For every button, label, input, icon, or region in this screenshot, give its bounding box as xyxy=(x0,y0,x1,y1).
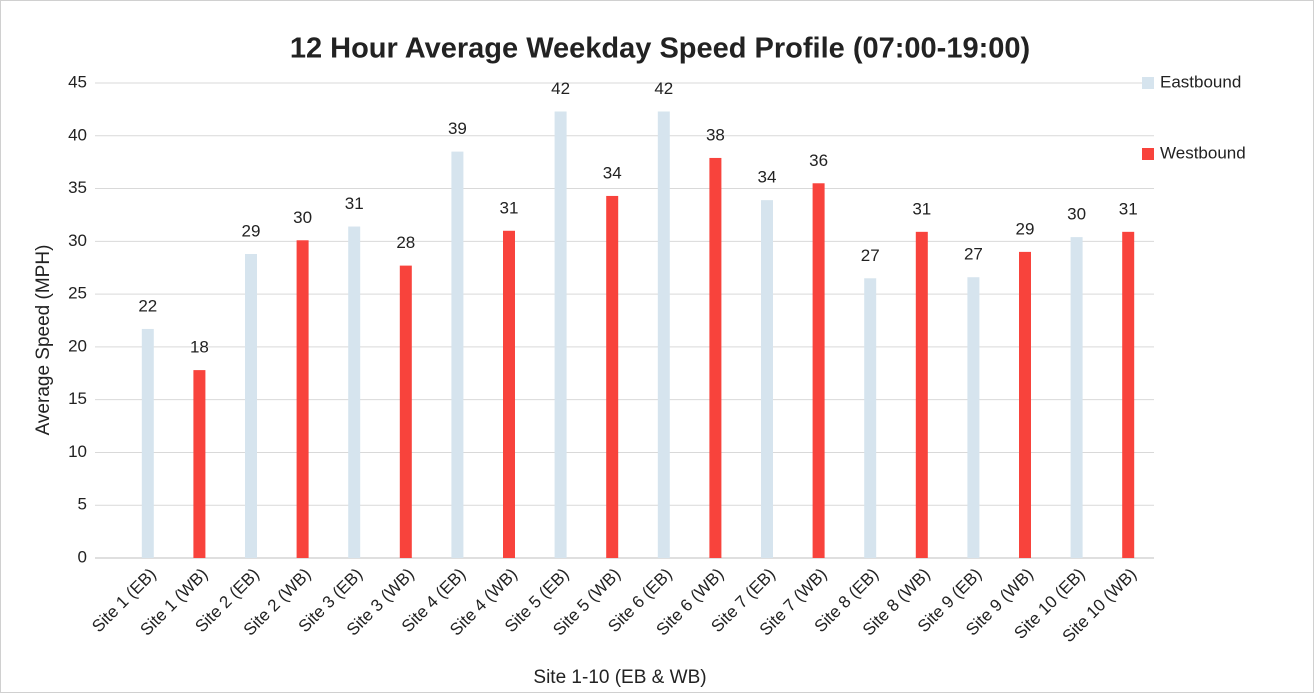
bar xyxy=(193,370,206,558)
data-label: 28 xyxy=(396,233,415,252)
legend-swatch xyxy=(1142,77,1154,89)
y-tick-label: 45 xyxy=(68,72,87,91)
data-label: 34 xyxy=(603,163,622,182)
bar xyxy=(348,226,361,559)
bar xyxy=(864,278,877,558)
bar xyxy=(812,183,825,558)
data-label: 31 xyxy=(912,199,931,218)
bar xyxy=(1070,237,1083,558)
bar xyxy=(399,265,412,558)
y-tick-label: 5 xyxy=(78,495,87,514)
data-label: 18 xyxy=(190,338,209,357)
data-label: 31 xyxy=(500,198,519,217)
bar xyxy=(915,231,928,559)
y-tick-label: 35 xyxy=(68,178,87,197)
data-label: 22 xyxy=(138,296,157,315)
bar xyxy=(657,111,670,558)
bar xyxy=(245,254,257,558)
data-label: 39 xyxy=(448,119,467,138)
y-tick-label: 15 xyxy=(68,389,87,408)
bar xyxy=(141,328,154,558)
legend-label: Westbound xyxy=(1160,143,1246,162)
bar xyxy=(554,111,567,558)
bar xyxy=(761,200,773,558)
data-label: 42 xyxy=(654,79,673,98)
legend-label: Eastbound xyxy=(1160,72,1241,91)
bar xyxy=(606,195,619,558)
bar xyxy=(503,230,515,558)
y-tick-label: 25 xyxy=(68,284,87,303)
data-label: 27 xyxy=(964,245,983,264)
data-label: 29 xyxy=(1016,219,1035,238)
y-tick-label: 30 xyxy=(68,231,87,250)
data-label: 30 xyxy=(293,208,312,227)
y-tick-label: 40 xyxy=(68,125,87,144)
y-tick-label: 20 xyxy=(68,336,87,355)
bar xyxy=(1122,231,1135,559)
x-axis-label: Site 1-10 (EB & WB) xyxy=(533,667,706,688)
data-label: 29 xyxy=(242,221,261,240)
data-label: 27 xyxy=(861,246,880,265)
bar xyxy=(709,157,722,558)
y-tick-label: 10 xyxy=(68,442,87,461)
data-label: 31 xyxy=(345,194,364,213)
y-axis-label: Average Speed (MPH) xyxy=(33,245,54,436)
chart-title: 12 Hour Average Weekday Speed Profile (0… xyxy=(290,33,1030,65)
y-tick-label: 0 xyxy=(78,547,87,566)
data-label: 36 xyxy=(809,151,828,170)
data-label: 42 xyxy=(551,79,570,98)
bar xyxy=(967,277,980,558)
data-label: 31 xyxy=(1119,199,1138,218)
data-label: 34 xyxy=(758,168,777,187)
data-label: 30 xyxy=(1067,205,1086,224)
bar xyxy=(451,151,464,558)
data-label: 38 xyxy=(706,125,725,144)
legend-swatch xyxy=(1142,148,1154,160)
bar xyxy=(1019,251,1031,558)
bar xyxy=(296,240,309,558)
